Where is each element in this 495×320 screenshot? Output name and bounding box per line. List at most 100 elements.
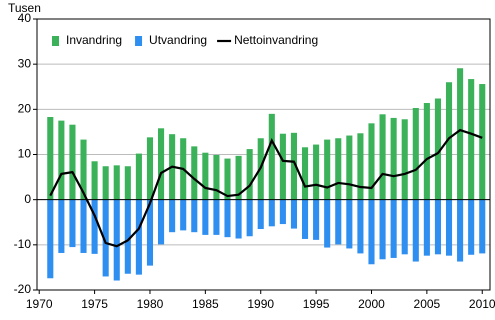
bar <box>135 199 142 275</box>
bar <box>368 199 375 265</box>
bar <box>379 114 386 200</box>
bar <box>468 79 475 200</box>
bar <box>213 154 220 200</box>
x-tick-label: 2010 <box>469 297 495 311</box>
bar <box>290 199 298 229</box>
bar <box>146 137 154 200</box>
bar <box>91 199 98 254</box>
x-tick-label: 1985 <box>192 297 219 311</box>
line <box>49 128 483 248</box>
bar <box>224 199 231 238</box>
y-tick-label: 10 <box>18 147 32 161</box>
bar <box>213 199 220 235</box>
bar <box>434 199 441 255</box>
bar <box>246 199 253 237</box>
bar <box>324 199 331 248</box>
x-tick-label: 2005 <box>414 297 441 311</box>
y-tick-label: 40 <box>18 11 32 25</box>
legend-swatch <box>135 36 143 46</box>
bar <box>47 199 54 279</box>
bar <box>180 199 187 231</box>
bar <box>434 98 441 200</box>
bar <box>80 139 87 200</box>
bar <box>445 82 453 200</box>
bar <box>313 144 320 200</box>
y-tick-label: 0 <box>24 192 31 206</box>
bar <box>102 199 109 277</box>
bar <box>69 124 76 200</box>
bar <box>124 166 131 200</box>
bar <box>158 199 165 245</box>
bar <box>335 138 342 200</box>
y-tick-label: 30 <box>18 56 32 70</box>
x-tick-label: 1995 <box>303 297 330 311</box>
bar <box>224 158 231 200</box>
bar <box>368 123 375 200</box>
bar <box>268 199 275 227</box>
bar <box>169 199 176 233</box>
y-tick-label: -10 <box>14 237 32 251</box>
x-tick-label: 1970 <box>26 297 53 311</box>
bar <box>124 199 131 274</box>
legend-label: Utvandring <box>149 33 207 47</box>
x-tick-label: 1990 <box>247 297 274 311</box>
bar <box>202 199 209 235</box>
bar <box>412 199 419 262</box>
bar <box>479 84 486 200</box>
bar <box>346 199 353 249</box>
bar <box>268 113 275 200</box>
bar <box>457 68 464 200</box>
bar <box>423 103 430 200</box>
bar <box>257 199 264 230</box>
bar <box>102 166 109 200</box>
bar <box>445 199 453 256</box>
bar <box>202 152 209 200</box>
bar <box>113 165 120 200</box>
bar <box>191 199 198 233</box>
legend-label: Invandring <box>66 33 122 47</box>
bar <box>69 199 76 248</box>
bar <box>357 199 364 254</box>
bar <box>80 199 87 253</box>
bar <box>135 153 142 200</box>
bar <box>246 149 253 200</box>
bar <box>301 147 309 200</box>
bar <box>301 199 309 239</box>
plot-frame <box>36 18 491 291</box>
bar <box>346 135 353 200</box>
bar <box>146 199 154 266</box>
y-tick-label: 20 <box>18 102 32 116</box>
bar <box>191 146 198 200</box>
bar <box>58 199 65 253</box>
y-axis-label: Tusen <box>8 1 41 15</box>
bar <box>357 133 364 200</box>
bar <box>235 199 242 239</box>
bar <box>479 199 486 254</box>
bar <box>423 199 430 256</box>
bar <box>324 139 331 200</box>
legend-label: Nettoinvandring <box>234 33 318 47</box>
x-tick-label: 1980 <box>137 297 164 311</box>
bar <box>279 199 286 225</box>
bar <box>279 133 286 200</box>
bar <box>412 107 419 200</box>
bar <box>390 117 397 200</box>
bar <box>290 132 298 200</box>
y-tick-label: -20 <box>14 282 32 296</box>
legend-swatch <box>52 36 59 46</box>
bar <box>235 155 242 200</box>
bar <box>91 161 98 200</box>
x-tick-label: 2000 <box>358 297 385 311</box>
bar <box>390 199 397 258</box>
bar <box>47 117 54 200</box>
bar <box>379 199 386 260</box>
bar <box>58 120 65 200</box>
bar <box>335 199 342 245</box>
bar <box>468 199 475 255</box>
bar <box>457 199 464 262</box>
bar <box>401 119 408 200</box>
bar <box>313 199 320 240</box>
bar <box>113 199 120 281</box>
bar <box>158 128 165 200</box>
